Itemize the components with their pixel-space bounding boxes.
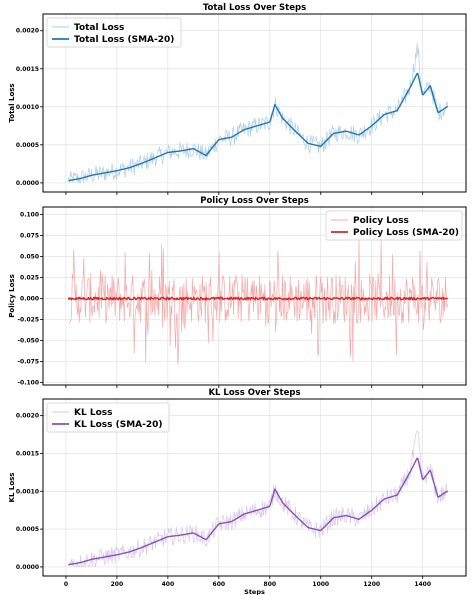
x-tick-label: 400 xyxy=(162,581,175,588)
y-tick-label: 0.000 xyxy=(20,296,39,303)
series-line-raw xyxy=(68,239,449,365)
chart-panel-1: Total Loss Over Steps 0.0000 0.0005 0.0010 0… xyxy=(8,3,467,195)
x-tick-label: 1000 xyxy=(312,581,329,588)
chart-title: Policy Loss Over Steps xyxy=(200,196,309,206)
x-tick-label: 0 xyxy=(64,581,68,588)
y-tick-label: 0.0010 xyxy=(16,488,39,495)
y-axis-label: Policy Loss xyxy=(8,274,16,318)
y-axis-label: KL Loss xyxy=(8,473,16,503)
y-axis-label: Total Loss xyxy=(8,83,16,122)
chart-panel-2: Policy Loss Over Steps -0.100 -0.075 -0.050… xyxy=(8,196,467,388)
y-tick-label: 0.0015 xyxy=(16,450,39,457)
legend-label: Total Loss (SMA-20) xyxy=(74,35,174,45)
y-tick-label: -0.025 xyxy=(18,317,39,324)
y-tick-label: 0.025 xyxy=(20,275,39,282)
legend-label: Policy Loss (SMA-20) xyxy=(353,228,459,238)
plot-frame xyxy=(42,206,467,386)
y-tick-label: 0.0005 xyxy=(16,526,39,533)
series-line-sma xyxy=(68,457,449,566)
chart-panel-3: KL Loss Over Steps 0.0000 0.0005 0.0010 0.00… xyxy=(8,388,467,595)
plot-frame xyxy=(42,398,467,577)
legend-box xyxy=(46,17,182,48)
y-tick-label: 0.0010 xyxy=(16,104,39,111)
legend: Policy Loss Policy Loss (SMA-20) xyxy=(325,210,463,241)
x-tick-label: 200 xyxy=(111,581,124,588)
y-tick-label: 0.075 xyxy=(20,233,39,240)
x-tick-label: 1400 xyxy=(414,581,431,588)
y-tick-label: -0.100 xyxy=(18,379,39,386)
chart-title: KL Loss Over Steps xyxy=(208,388,300,398)
x-tick-label: 1200 xyxy=(363,581,380,588)
y-tick-label: 0.0000 xyxy=(16,180,39,187)
y-tick-label: 0.100 xyxy=(20,212,39,219)
chart-title: Total Loss Over Steps xyxy=(203,3,306,13)
series-line-sma xyxy=(68,72,449,182)
y-tick-label: 0.050 xyxy=(20,254,39,261)
legend-box xyxy=(46,402,170,433)
legend-label: Policy Loss xyxy=(353,216,409,226)
y-tick-label: 0.0020 xyxy=(16,28,39,35)
y-tick-label: -0.050 xyxy=(18,338,39,345)
y-tick-label: 0.0000 xyxy=(16,564,39,571)
y-tick-label: 0.0015 xyxy=(16,66,39,73)
legend-label: Total Loss xyxy=(74,23,124,33)
x-tick-label: 600 xyxy=(213,581,226,588)
y-tick-label: 0.0020 xyxy=(16,413,39,420)
y-tick-label: 0.0005 xyxy=(16,142,39,149)
plot-frame xyxy=(42,13,467,193)
x-axis-label: Steps xyxy=(244,588,265,595)
legend-label: KL Loss xyxy=(74,408,112,418)
legend: Total Loss Total Loss (SMA-20) xyxy=(46,17,182,48)
x-tick-label: 800 xyxy=(264,581,277,588)
series-line-raw xyxy=(68,430,449,568)
legend-label: KL Loss (SMA-20) xyxy=(74,420,163,430)
legend-box xyxy=(325,210,463,241)
y-tick-label: -0.075 xyxy=(18,358,39,365)
legend: KL Loss KL Loss (SMA-20) xyxy=(46,402,170,433)
series-line-sma xyxy=(67,296,449,301)
